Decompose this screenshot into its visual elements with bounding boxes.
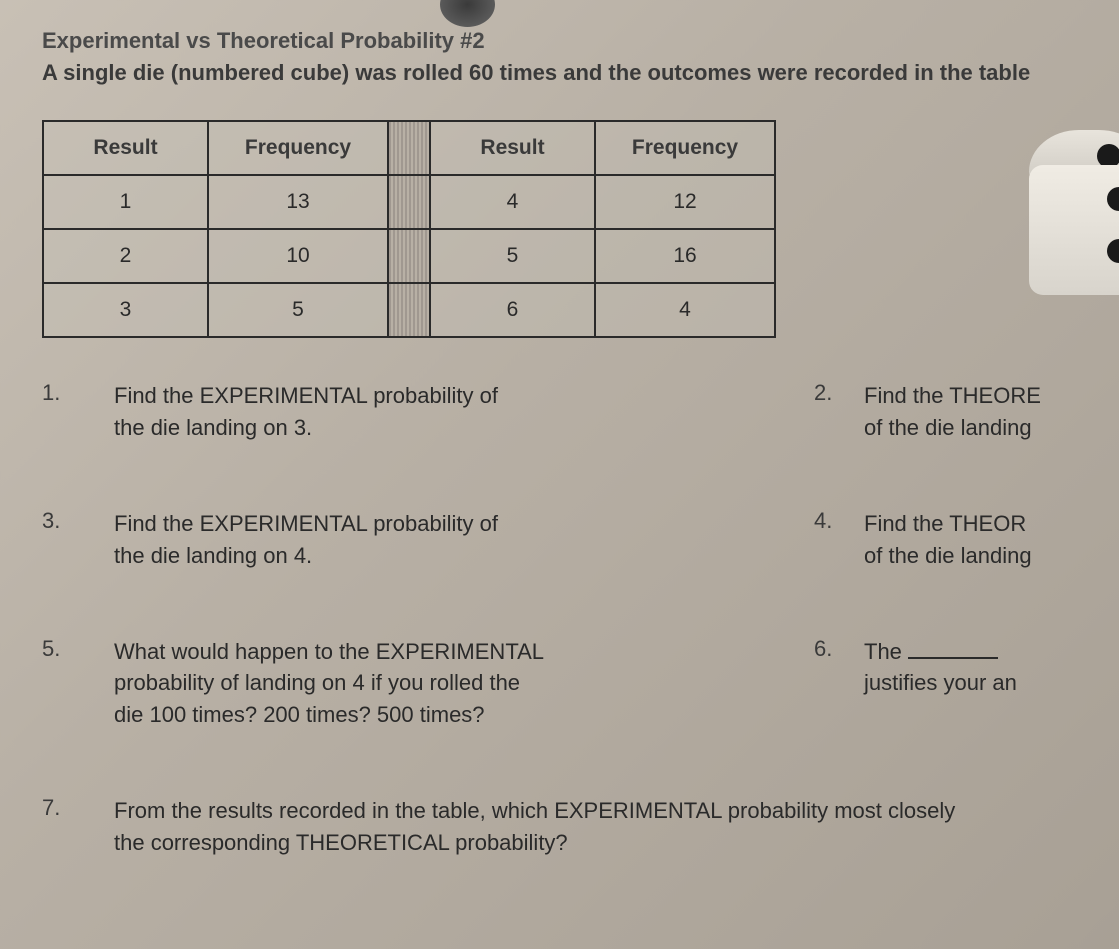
question-line: the die landing on 4. xyxy=(114,543,312,568)
frequency-table: Result Frequency Result Frequency 1 13 4… xyxy=(42,120,776,338)
cell-frequency: 16 xyxy=(595,229,775,283)
question-text: Find the THEORE of the die landing xyxy=(864,380,1119,444)
question-row-7: 7. From the results recorded in the tabl… xyxy=(42,795,1119,859)
question-line: the die landing on 3. xyxy=(114,415,312,440)
header-result-right: Result xyxy=(430,121,595,175)
question-number: 2. xyxy=(814,380,864,406)
question-line: What would happen to the EXPERIMENTAL xyxy=(114,639,544,664)
question-number: 3. xyxy=(42,508,114,534)
question-number: 1. xyxy=(42,380,114,406)
cell-result: 5 xyxy=(430,229,595,283)
cell-frequency: 12 xyxy=(595,175,775,229)
question-number: 5. xyxy=(42,636,114,662)
cell-frequency: 4 xyxy=(595,283,775,337)
question-line: The xyxy=(864,639,908,664)
table-spacer xyxy=(388,229,430,283)
question-line: Find the EXPERIMENTAL probability of xyxy=(114,383,498,408)
cell-result: 2 xyxy=(43,229,208,283)
question-text: Find the THEOR of the die landing xyxy=(864,508,1119,572)
header-frequency-left: Frequency xyxy=(208,121,388,175)
question-text: Find the EXPERIMENTAL probability of the… xyxy=(114,508,734,572)
question-line: From the results recorded in the table, … xyxy=(114,798,955,823)
question-number: 7. xyxy=(42,795,114,821)
cell-result: 6 xyxy=(430,283,595,337)
question-line: Find the THEORE xyxy=(864,383,1041,408)
cell-result: 1 xyxy=(43,175,208,229)
table-row: 3 5 6 4 xyxy=(43,283,775,337)
question-line: of the die landing xyxy=(864,415,1032,440)
page-title: Experimental vs Theoretical Probability … xyxy=(42,28,1119,54)
table-spacer xyxy=(388,121,430,175)
questions-section: 1. Find the EXPERIMENTAL probability of … xyxy=(42,380,1119,859)
header-frequency-right: Frequency xyxy=(595,121,775,175)
question-line: justifies your an xyxy=(864,670,1017,695)
fill-blank xyxy=(908,657,998,659)
question-line: Find the EXPERIMENTAL probability of xyxy=(114,511,498,536)
question-line: probability of landing on 4 if you rolle… xyxy=(114,670,520,695)
question-row-3-4: 3. Find the EXPERIMENTAL probability of … xyxy=(42,508,1119,572)
cell-frequency: 10 xyxy=(208,229,388,283)
table-spacer xyxy=(388,175,430,229)
cell-frequency: 13 xyxy=(208,175,388,229)
header-result-left: Result xyxy=(43,121,208,175)
die-illustration xyxy=(1019,130,1119,320)
question-number: 6. xyxy=(814,636,864,662)
table-row: 1 13 4 12 xyxy=(43,175,775,229)
question-text: Find the EXPERIMENTAL probability of the… xyxy=(114,380,734,444)
worksheet-page: Experimental vs Theoretical Probability … xyxy=(0,0,1119,859)
question-line: Find the THEOR xyxy=(864,511,1026,536)
die-pip xyxy=(1107,239,1119,263)
cell-frequency: 5 xyxy=(208,283,388,337)
question-row-1-2: 1. Find the EXPERIMENTAL probability of … xyxy=(42,380,1119,444)
question-text: The justifies your an xyxy=(864,636,1119,700)
table-spacer xyxy=(388,283,430,337)
question-row-5-6: 5. What would happen to the EXPERIMENTAL… xyxy=(42,636,1119,732)
question-number: 4. xyxy=(814,508,864,534)
cell-result: 4 xyxy=(430,175,595,229)
die-pip xyxy=(1107,187,1119,211)
table-header-row: Result Frequency Result Frequency xyxy=(43,121,775,175)
die-front-face xyxy=(1029,165,1119,295)
question-line: of the die landing xyxy=(864,543,1032,568)
question-text: What would happen to the EXPERIMENTAL pr… xyxy=(114,636,734,732)
question-line: the corresponding THEORETICAL probabilit… xyxy=(114,830,568,855)
cell-result: 3 xyxy=(43,283,208,337)
page-subtitle: A single die (numbered cube) was rolled … xyxy=(42,60,1119,86)
question-text: From the results recorded in the table, … xyxy=(114,795,1119,859)
question-line: die 100 times? 200 times? 500 times? xyxy=(114,702,485,727)
table-row: 2 10 5 16 xyxy=(43,229,775,283)
